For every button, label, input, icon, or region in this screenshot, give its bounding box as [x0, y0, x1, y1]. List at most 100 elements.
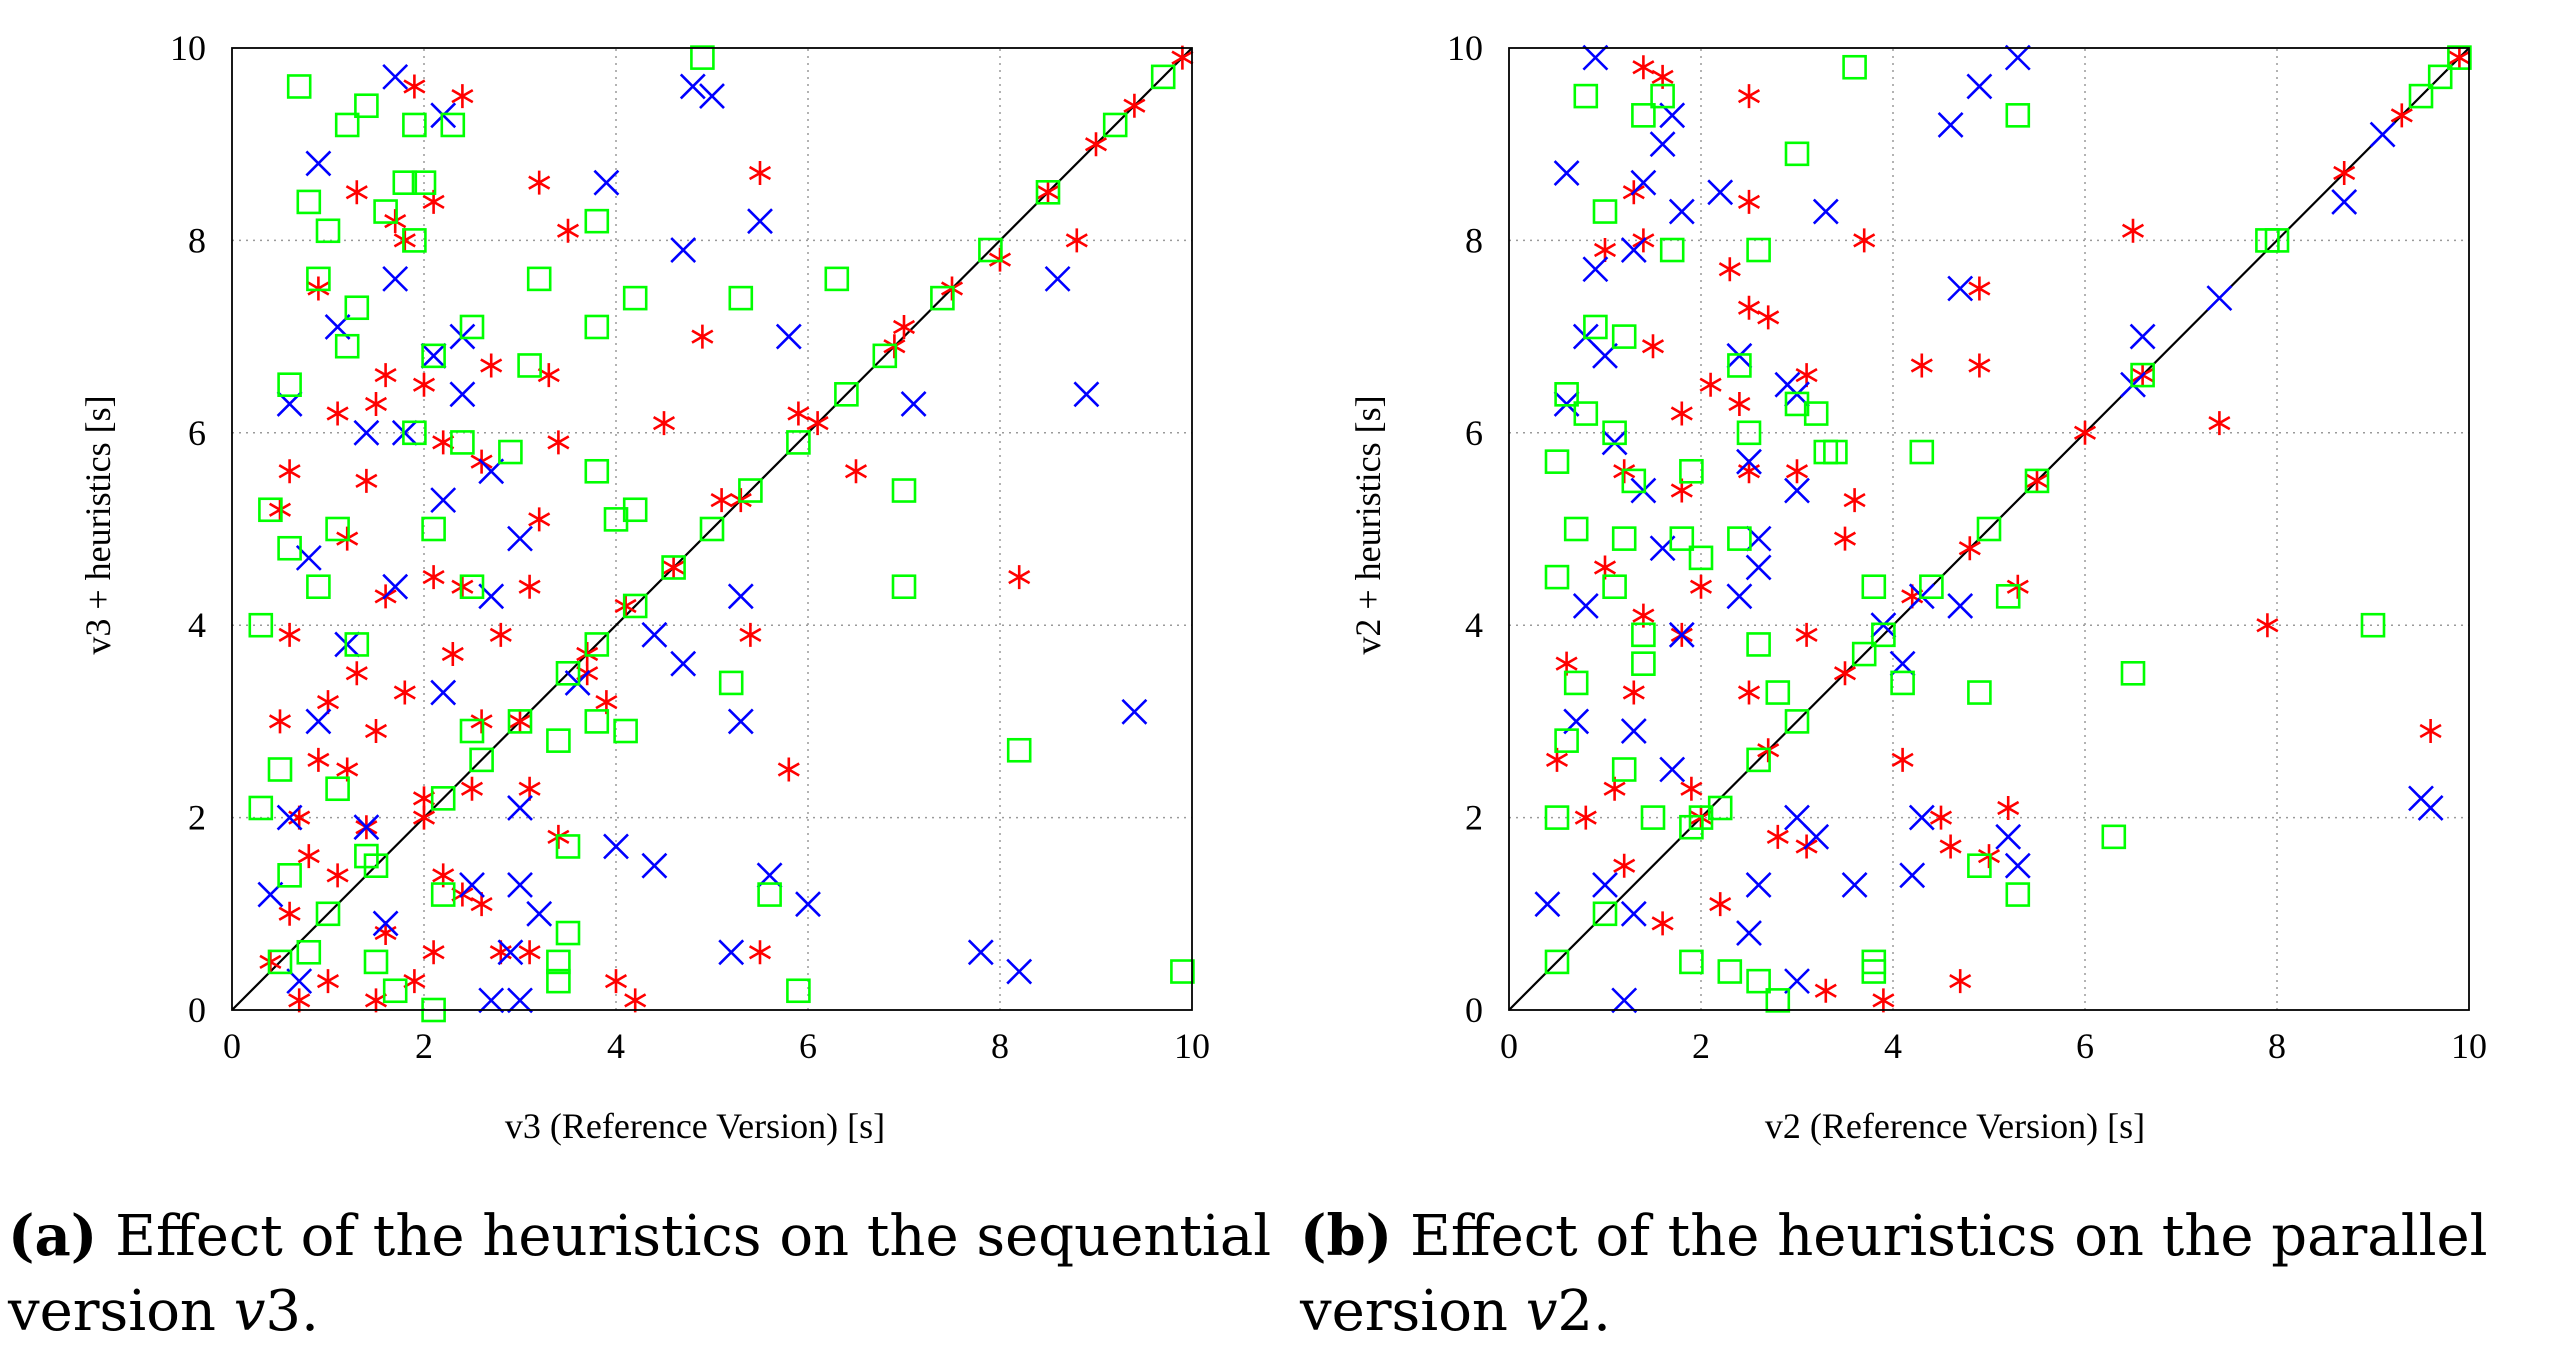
- panel-b-blue-x-point-57: [1908, 583, 1935, 610]
- panel-b-red-asterisk-point-26: [1833, 526, 1857, 551]
- panel-a-green-square-point-64: [507, 709, 533, 734]
- panel-a-green-square-point-47: [325, 776, 350, 802]
- panel-b-blue-x-point-50: [2120, 371, 2146, 398]
- panel-a-red-asterisk-point-73: [988, 247, 1012, 272]
- panel-b-green-square-point-0: [1573, 83, 1599, 109]
- panel-a-red-asterisk-point-10: [412, 372, 436, 397]
- panel-b-green-square-point-5: [1784, 141, 1810, 167]
- panel-a-red-asterisk-point-77: [1171, 45, 1194, 70]
- panel-b-green-square-point-51: [2101, 824, 2127, 850]
- panel-a-green-square-point-69: [699, 516, 725, 542]
- panel-a-green-square-point-80: [469, 747, 494, 773]
- panel-a-red-asterisk-point-4: [528, 170, 551, 195]
- panel-b-green-square-point-20: [1621, 468, 1647, 494]
- panel-b-green-square-point-49: [1679, 814, 1704, 840]
- panel-b-red-asterisk-point-54: [2208, 411, 2231, 436]
- panel-a-red-asterisk-point-37: [470, 709, 493, 734]
- panel-b-green-square-point-40: [1995, 584, 2021, 609]
- panel-a-blue-x-point-4: [305, 150, 332, 177]
- panel-a-green-square-point-16: [526, 266, 552, 292]
- panel-a-blue-x-point-0: [382, 63, 409, 90]
- panel-a-green-square-point-21: [334, 333, 360, 359]
- panel-a-series-blue-x: [257, 63, 1148, 1014]
- panel-a-red-asterisk-point-51: [278, 901, 301, 926]
- panel-b-green-square-point-1: [1631, 103, 1656, 128]
- panel-a-blue-x-point-29: [430, 679, 457, 706]
- panel-a-green-square-point-0: [286, 74, 312, 99]
- panel-b-blue-x-point-12: [1620, 237, 1647, 263]
- panel-a-blue-x-point-23: [382, 573, 409, 600]
- panel-b-green-square-point-41: [2120, 660, 2146, 686]
- panel-b-green-square-point-32: [1631, 622, 1656, 648]
- panel-a-red-asterisk-point-11: [480, 353, 503, 378]
- panel-a-red-asterisk-point-70: [844, 459, 868, 484]
- panel-b-green-square-point-11: [1727, 353, 1752, 378]
- panel-a-green-square-point-26: [450, 430, 475, 455]
- panel-b-blue-x-point-20: [1601, 429, 1628, 456]
- panel-b-green-square-point-22: [1813, 439, 1839, 465]
- panel-b-x-tick-label-4: 8: [2268, 1026, 2286, 1066]
- panel-b-blue-x-point-53: [2369, 121, 2396, 148]
- panel-a-green-square-point-78: [1150, 64, 1176, 90]
- panel-a-green-square-point-22: [421, 343, 446, 369]
- panel-a-red-asterisk-point-2: [345, 180, 368, 205]
- panel-a-green-square-point-13: [344, 295, 370, 321]
- panel-a-blue-x-point-30: [305, 708, 332, 735]
- panel-b-green-square-point-33: [1631, 651, 1656, 676]
- panel-a-blue-x-point-31: [727, 708, 754, 735]
- panel-a-green-square-point-42: [546, 728, 571, 753]
- panel-b-green-square-point-23: [1909, 439, 1935, 465]
- caption-a-line2: version v3.: [7, 1279, 319, 1344]
- panel-a-red-asterisk-point-55: [518, 940, 541, 965]
- panel-b-blue-x-point-43: [1620, 900, 1647, 927]
- panel-a-green-square-point-56: [546, 949, 571, 975]
- panel-a-blue-x-point-33: [507, 795, 533, 821]
- panel-a-red-asterisk-point-68: [777, 757, 800, 782]
- caption-b-text: Effect of the heuristics on the parallel: [1410, 1204, 2488, 1269]
- panel-a-y-tick-label-4: 8: [188, 220, 206, 260]
- panel-a-green-square-point-18: [728, 285, 754, 311]
- panel-b-green-square-point-14: [1602, 420, 1627, 446]
- panel-b-green-square-point-56: [1765, 988, 1791, 1013]
- panel-a-red-asterisk-point-75: [1065, 228, 1088, 253]
- panel-b-red-asterisk-point-34: [1737, 680, 1761, 705]
- panel-b-blue-x-point-41: [1534, 891, 1561, 918]
- panel-a-red-asterisk-point-35: [268, 709, 292, 734]
- panel-b-red-asterisk-point-2: [1737, 84, 1761, 109]
- panel-a-green-square-point-71: [786, 430, 811, 455]
- panel-b-red-asterisk-point-19: [1613, 459, 1636, 484]
- panel-b-red-asterisk-point-39: [1929, 805, 1953, 830]
- panel-b-red-asterisk-point-45: [1977, 844, 2001, 869]
- panel-a-red-asterisk-point-27: [278, 622, 301, 647]
- panel-a-green-square-point-17: [622, 285, 648, 311]
- panel-a-red-asterisk-point-41: [460, 776, 484, 801]
- panel-b-green-square-point-30: [1688, 545, 1714, 571]
- panel-b-series-red-asterisk: [1545, 45, 2471, 1013]
- caption-a-version-prefix: version: [7, 1279, 234, 1344]
- panel-b-red-asterisk-point-12: [1641, 334, 1665, 359]
- panel-a-x-tick-label-3: 6: [799, 1026, 817, 1066]
- panel-a-blue-x-point-34: [276, 804, 303, 831]
- panel-b-blue-x-point-48: [1611, 987, 1638, 1014]
- panel-a-green-square-point-72: [834, 382, 859, 407]
- panel-a-green-square-point-15: [459, 314, 485, 340]
- panel-b-blue-x-point-21: [1736, 448, 1762, 475]
- panel-a-red-asterisk-point-6: [393, 228, 416, 253]
- panel-a-blue-x-point-36: [641, 852, 668, 879]
- panel-a-green-square-point-37: [891, 478, 917, 503]
- panel-b-green-square-point-36: [1563, 670, 1589, 696]
- caption-a-line1: (a) Effect of the heuristics on the sequ…: [8, 1203, 1271, 1269]
- panel-a-blue-x-point-20: [430, 487, 457, 514]
- panel-a-blue-x-point-47: [967, 939, 994, 966]
- panel-b-green-square-point-43: [1554, 728, 1579, 753]
- panel-a-blue-x-point-21: [507, 525, 533, 552]
- panel-a-green-square-point-10: [402, 228, 427, 253]
- panel-b-green-square-point-58: [1861, 959, 1887, 984]
- panel-b-blue-x-point-52: [2331, 189, 2358, 215]
- panel-b-blue-x-point-29: [1947, 593, 1974, 619]
- panel-b-y-tick-label-4: 8: [1465, 220, 1483, 260]
- panel-b-red-asterisk-point-64: [1757, 738, 1780, 763]
- panel-b-green-square-point-24: [1563, 516, 1589, 542]
- panel-b-green-square-point-25: [1611, 526, 1637, 551]
